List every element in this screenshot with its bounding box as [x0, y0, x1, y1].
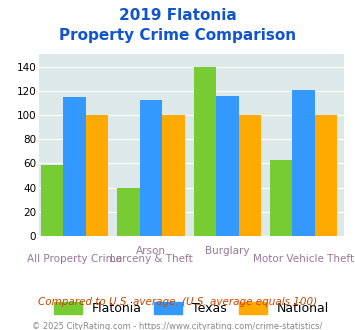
Bar: [41, 165, 64, 236]
Bar: [86, 115, 108, 236]
Text: Arson: Arson: [136, 246, 166, 256]
Legend: Flatonia, Texas, National: Flatonia, Texas, National: [49, 297, 334, 320]
Text: Burglary: Burglary: [205, 246, 250, 256]
Bar: [162, 115, 185, 236]
Text: 2019 Flatonia: 2019 Flatonia: [119, 8, 236, 23]
Bar: [118, 187, 140, 236]
Text: Property Crime Comparison: Property Crime Comparison: [59, 28, 296, 43]
Bar: [293, 89, 315, 236]
Text: © 2025 CityRating.com - https://www.cityrating.com/crime-statistics/: © 2025 CityRating.com - https://www.city…: [32, 322, 323, 330]
Bar: [194, 67, 216, 236]
Bar: [140, 100, 162, 236]
Bar: [270, 160, 293, 236]
Bar: [64, 97, 86, 236]
Bar: [239, 115, 261, 236]
Text: Larceny & Theft: Larceny & Theft: [110, 254, 192, 264]
Text: Compared to U.S. average. (U.S. average equals 100): Compared to U.S. average. (U.S. average …: [38, 297, 317, 307]
Text: All Property Crime: All Property Crime: [27, 254, 122, 264]
Bar: [216, 96, 239, 236]
Text: Motor Vehicle Theft: Motor Vehicle Theft: [253, 254, 354, 264]
Bar: [315, 115, 337, 236]
